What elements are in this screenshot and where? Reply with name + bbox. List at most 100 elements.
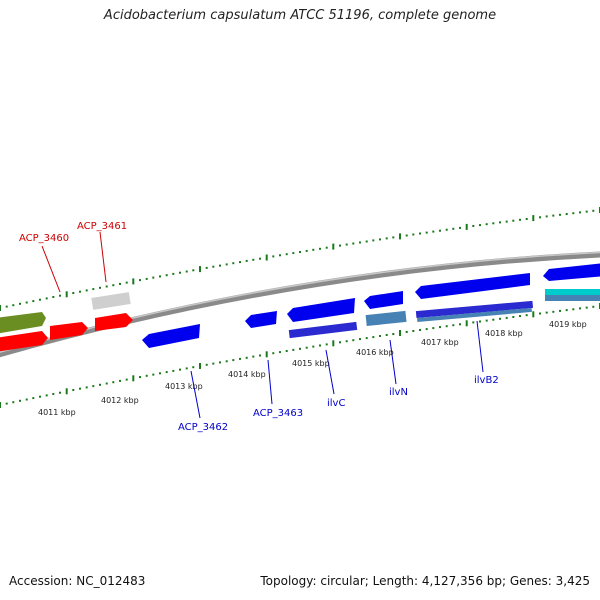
minor-tick — [285, 253, 288, 256]
gene-acp-3463[interactable] — [245, 311, 277, 328]
minor-tick — [179, 271, 181, 274]
major-tick — [199, 363, 201, 369]
scale-label-4014: 4014 kbp — [228, 370, 266, 379]
gene-label-ilvn[interactable]: ilvN — [389, 387, 408, 398]
gene-red-1[interactable] — [0, 331, 48, 352]
reverse-genes — [142, 263, 600, 348]
minor-tick — [285, 350, 288, 352]
minor-tick — [405, 331, 408, 333]
gene-acp-3462[interactable] — [142, 324, 200, 348]
gene-steelblue-3[interactable] — [545, 295, 600, 301]
minor-tick — [119, 282, 121, 285]
gene-ilvc[interactable] — [287, 298, 355, 322]
minor-tick — [525, 218, 528, 220]
minor-tick — [179, 368, 181, 371]
minor-tick — [505, 316, 508, 319]
minor-tick — [439, 229, 441, 232]
minor-tick — [52, 393, 55, 395]
minor-tick — [145, 277, 148, 280]
gene-steelblue[interactable] — [365, 310, 407, 327]
gene-far-right[interactable] — [543, 263, 600, 281]
minor-tick — [385, 237, 388, 240]
minor-tick — [299, 347, 301, 350]
minor-tick — [445, 228, 448, 231]
minor-tick — [105, 382, 108, 385]
minor-tick — [545, 311, 548, 314]
minor-tick — [212, 362, 215, 365]
minor-tick — [92, 288, 95, 291]
minor-tick — [505, 220, 508, 223]
minor-tick — [5, 402, 8, 405]
minor-tick — [492, 222, 495, 225]
minor-tick — [12, 401, 15, 404]
gene-acp-3460[interactable] — [50, 322, 88, 340]
minor-tick — [472, 225, 475, 227]
major-tick — [0, 305, 1, 311]
gene-steelblue-2[interactable] — [417, 307, 532, 322]
minor-tick — [512, 316, 515, 318]
minor-tick — [425, 231, 428, 234]
minor-tick — [165, 274, 168, 277]
minor-tick — [185, 270, 188, 273]
major-tick — [265, 254, 268, 261]
gene-ilvn[interactable] — [364, 291, 403, 309]
minor-tick — [59, 294, 61, 297]
minor-tick — [392, 236, 395, 239]
minor-tick — [45, 297, 48, 300]
minor-tick — [545, 215, 548, 218]
scale-label-4017: 4017 kbp — [421, 338, 459, 347]
minor-tick — [172, 369, 175, 372]
minor-tick — [59, 391, 61, 394]
minor-tick — [559, 213, 561, 216]
minor-tick — [112, 284, 115, 287]
minor-tick — [32, 300, 35, 303]
scale-label-4016: 4016 kbp — [356, 348, 394, 357]
minor-tick — [212, 265, 215, 268]
minor-tick — [19, 399, 21, 402]
major-tick — [332, 243, 335, 250]
minor-tick — [339, 244, 341, 247]
gene-label-acp-3462[interactable]: ACP_3462 — [178, 422, 228, 433]
minor-tick — [299, 251, 301, 253]
gene-gray[interactable] — [91, 292, 131, 310]
major-tick — [199, 266, 201, 273]
gene-olive-left[interactable] — [0, 312, 46, 334]
minor-tick — [252, 355, 255, 358]
major-tick — [532, 215, 535, 222]
gene-ilvc-lower[interactable] — [288, 321, 358, 339]
gene-label-ilvc[interactable]: ilvC — [327, 398, 345, 409]
minor-tick — [432, 230, 435, 233]
minor-tick — [225, 360, 228, 363]
gene-acp-3461[interactable] — [95, 313, 133, 331]
minor-tick — [239, 357, 241, 360]
minor-tick — [272, 352, 275, 355]
minor-tick — [112, 381, 115, 384]
major-tick — [132, 278, 135, 285]
minor-tick — [372, 239, 375, 242]
minor-tick — [572, 308, 575, 311]
gene-label-acp-3463[interactable]: ACP_3463 — [253, 408, 303, 419]
minor-tick — [45, 394, 48, 397]
minor-tick — [232, 359, 235, 362]
major-tick — [532, 311, 535, 318]
minor-tick — [12, 304, 15, 307]
minor-tick — [245, 259, 248, 262]
minor-tick — [85, 289, 88, 292]
minor-tick — [372, 336, 375, 339]
gene-label-ilvb2[interactable]: ilvB2 — [474, 375, 499, 386]
minor-tick — [592, 305, 595, 308]
minor-tick — [125, 281, 128, 284]
gene-ilvb2-lower[interactable] — [415, 300, 534, 319]
minor-tick — [205, 266, 208, 269]
minor-tick — [292, 348, 295, 351]
gene-label-acp-3461[interactable]: ACP_3461 — [77, 221, 127, 232]
minor-tick — [19, 302, 21, 305]
minor-tick — [125, 378, 128, 381]
gene-cyan[interactable] — [545, 289, 600, 295]
minor-tick — [305, 346, 308, 349]
gene-ilvb2[interactable] — [415, 273, 530, 299]
minor-tick — [165, 371, 168, 374]
gene-label-acp-3460[interactable]: ACP_3460 — [19, 233, 69, 244]
minor-tick — [219, 361, 221, 364]
minor-tick — [72, 389, 75, 391]
